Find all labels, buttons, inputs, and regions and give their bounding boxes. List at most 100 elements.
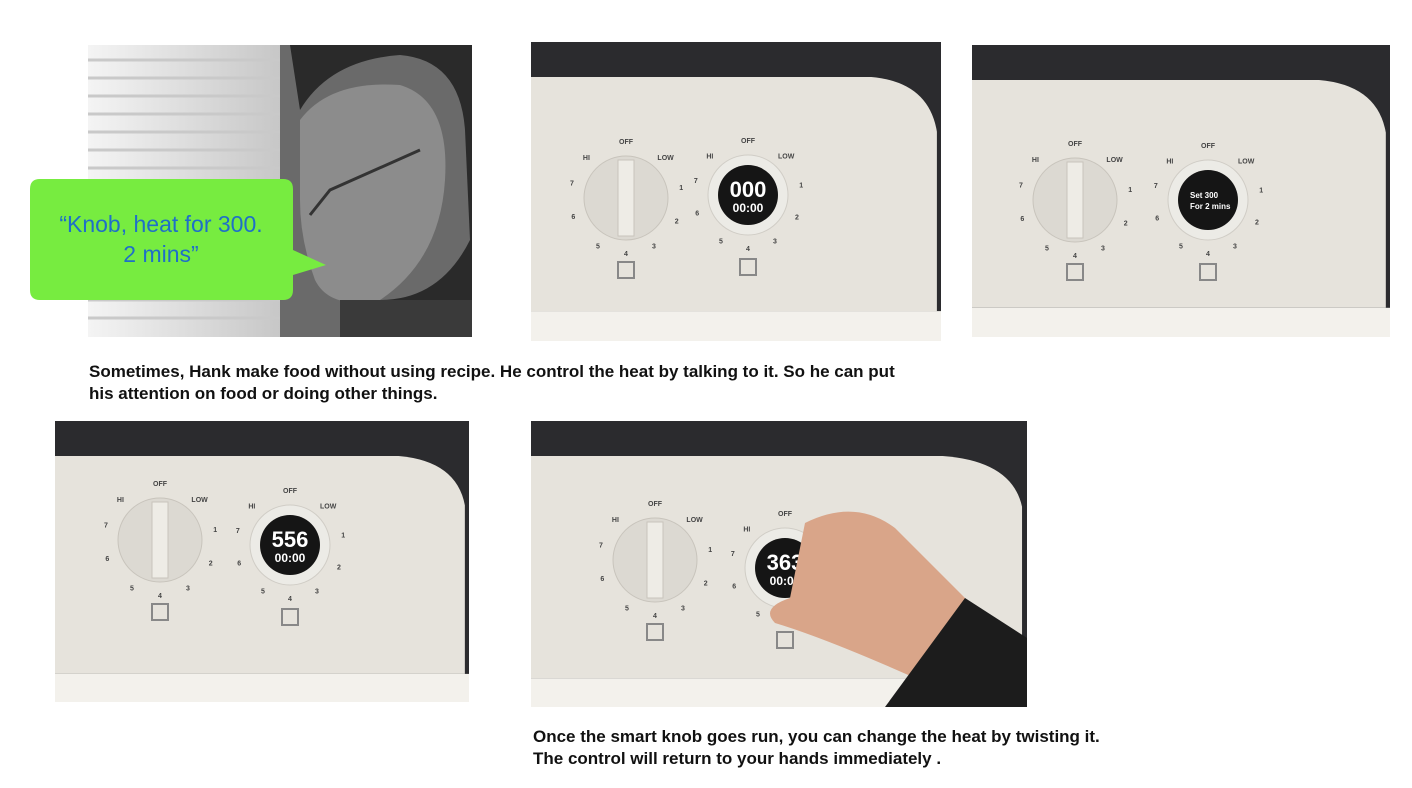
knob-screen	[718, 165, 778, 225]
knob-label: 5	[261, 589, 265, 596]
knob-label: 6	[732, 583, 736, 590]
display-text: For 2 mins	[1190, 202, 1231, 211]
knob-label: 5	[130, 585, 134, 592]
burner-icon	[1199, 263, 1217, 281]
knob-label: OFF	[283, 488, 298, 495]
knob-label: 6	[695, 210, 699, 217]
knob-label: 3	[1101, 245, 1105, 252]
knob-label: 6	[105, 556, 109, 563]
knob-label: LOW	[686, 517, 703, 524]
glasses	[308, 148, 421, 216]
knob-label: 2	[704, 581, 708, 588]
knob-label: 2	[675, 219, 679, 226]
stove-top	[55, 673, 469, 702]
knob-grip	[646, 521, 664, 599]
knob-label: LOW	[1106, 157, 1123, 164]
knob-label: 5	[1045, 245, 1049, 252]
knob-label: 5	[756, 612, 760, 619]
knob-label: 3	[773, 239, 777, 246]
photo-stove: OFF LOW 1 2 3 4 5 6 7 HI OFF LOW 1 2 3 4 5 6 7 HI Set 300 For…	[972, 45, 1390, 337]
knob-label: LOW	[191, 497, 208, 504]
stove-top	[972, 307, 1390, 337]
knob-label: OFF	[778, 511, 793, 518]
knob-label: 7	[570, 180, 574, 187]
knob-label: 5	[1179, 244, 1183, 251]
knob-label: 3	[681, 605, 685, 612]
shirt	[340, 300, 472, 337]
caption: Once the smart knob goes run, you can ch…	[533, 727, 1100, 746]
knob-label: HI	[248, 504, 255, 511]
knob-label: OFF	[741, 138, 756, 145]
burner-icon	[151, 603, 169, 621]
knob-label: HI	[117, 497, 124, 504]
knob-label: 4	[1206, 251, 1210, 258]
knob-label: 4	[746, 246, 750, 253]
display-text: 00:00	[275, 551, 306, 565]
knob-grip	[617, 159, 635, 237]
caption: Sometimes, Hank make food without using …	[89, 362, 895, 381]
knob-label: OFF	[648, 501, 663, 508]
caption: The control will return to your hands im…	[533, 749, 941, 768]
knob-label: LOW	[320, 504, 337, 511]
knob-label: 1	[341, 532, 345, 539]
knob-label: 7	[694, 178, 698, 185]
bubble-shape	[30, 179, 326, 300]
knob-label: 4	[624, 251, 628, 258]
knob-label: 5	[719, 239, 723, 246]
knob-label: HI	[1166, 159, 1173, 166]
knob-label: 7	[731, 551, 735, 558]
burner-icon	[617, 261, 635, 279]
knob-label: 1	[213, 527, 217, 534]
display-text: Set 300	[1190, 191, 1219, 200]
knob-label: 3	[652, 243, 656, 250]
knob-label: 1	[1128, 187, 1132, 194]
knob-label: 7	[104, 522, 108, 529]
knob-label: OFF	[1201, 143, 1216, 150]
bubble-text: 2 mins”	[123, 241, 198, 267]
knob-label: LOW	[778, 154, 795, 161]
burner-icon	[776, 631, 794, 649]
knob-label: 4	[158, 593, 162, 600]
knob-label: HI	[743, 527, 750, 534]
photo-person	[88, 45, 472, 337]
knob-label: 1	[1259, 187, 1263, 194]
display-text: 000	[730, 177, 767, 202]
knob-label: 7	[1019, 182, 1023, 189]
knob-label: 7	[236, 528, 240, 535]
hand	[770, 511, 975, 678]
bubble-text: “Knob, heat for 300.	[59, 211, 262, 237]
knob-label: OFF	[619, 139, 634, 146]
knob-label: 6	[600, 576, 604, 583]
knob-label: 4	[653, 613, 657, 620]
knob-grip	[1066, 161, 1084, 239]
knob-label: 7	[1154, 183, 1158, 190]
knob-label: 6	[1020, 216, 1024, 223]
knob-screen	[1178, 170, 1238, 230]
knob-label: HI	[1032, 157, 1039, 164]
knob-label: HI	[706, 154, 713, 161]
knob-screen	[260, 515, 320, 575]
knob-label: 1	[708, 547, 712, 554]
knob-label: 7	[599, 542, 603, 549]
knob-label: 2	[1124, 221, 1128, 228]
knob-label: 4	[1073, 253, 1077, 260]
knob-label: 6	[1155, 215, 1159, 222]
burner-icon	[1066, 263, 1084, 281]
display-text: 00:00	[733, 201, 764, 215]
knob-label: 6	[571, 214, 575, 221]
knob-label: 5	[596, 243, 600, 250]
speech-bubble: “Knob, heat for 300. 2 mins”	[30, 179, 326, 300]
knob-grip	[151, 501, 169, 579]
knob-label: OFF	[153, 481, 168, 488]
knob-label: 3	[315, 589, 319, 596]
knob-label: LOW	[657, 155, 674, 162]
caption: his attention on food or doing other thi…	[89, 384, 437, 403]
stove-top	[531, 311, 941, 341]
burner-icon	[646, 623, 664, 641]
knob-label: 6	[237, 560, 241, 567]
knob-label: 3	[186, 585, 190, 592]
